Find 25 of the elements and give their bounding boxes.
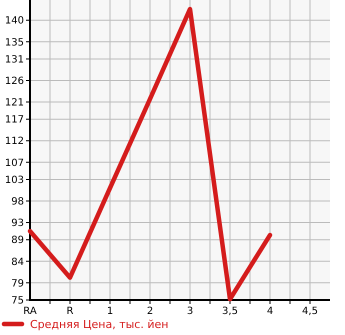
x-tick-label: 1 <box>106 306 114 317</box>
y-tick-label: 135 <box>4 37 24 48</box>
x-tick-label: RA <box>23 306 37 317</box>
y-tick-label: 112 <box>4 136 24 148</box>
line-series <box>28 6 272 302</box>
y-tick-label: 140 <box>4 16 24 27</box>
x-tick-label: 3,5 <box>222 306 238 317</box>
y-tick-label: 93 <box>11 218 24 230</box>
x-tick-label: 3 <box>186 306 194 317</box>
x-tick-label: 4,5 <box>302 306 318 317</box>
y-tick-label: 98 <box>11 196 24 208</box>
y-tick-label: 79 <box>11 278 24 290</box>
y-tick-label: 131 <box>4 54 24 66</box>
y-tick-label: 103 <box>4 174 24 186</box>
y-tick-label: 117 <box>4 114 24 126</box>
x-tick-label: R <box>66 306 74 317</box>
y-tick-label: 121 <box>4 98 24 109</box>
legend-label: Средняя Цена, тыс. йен <box>30 318 168 331</box>
y-tick-label: 126 <box>4 76 24 87</box>
y-tick-label: 75 <box>11 296 24 306</box>
x-tick-label: 2 <box>146 306 154 317</box>
x-tick-label: 4 <box>266 306 274 317</box>
y-tick-label: 107 <box>4 158 24 169</box>
y-tick-label: 89 <box>11 235 24 246</box>
y-tick-label: 84 <box>11 256 24 268</box>
